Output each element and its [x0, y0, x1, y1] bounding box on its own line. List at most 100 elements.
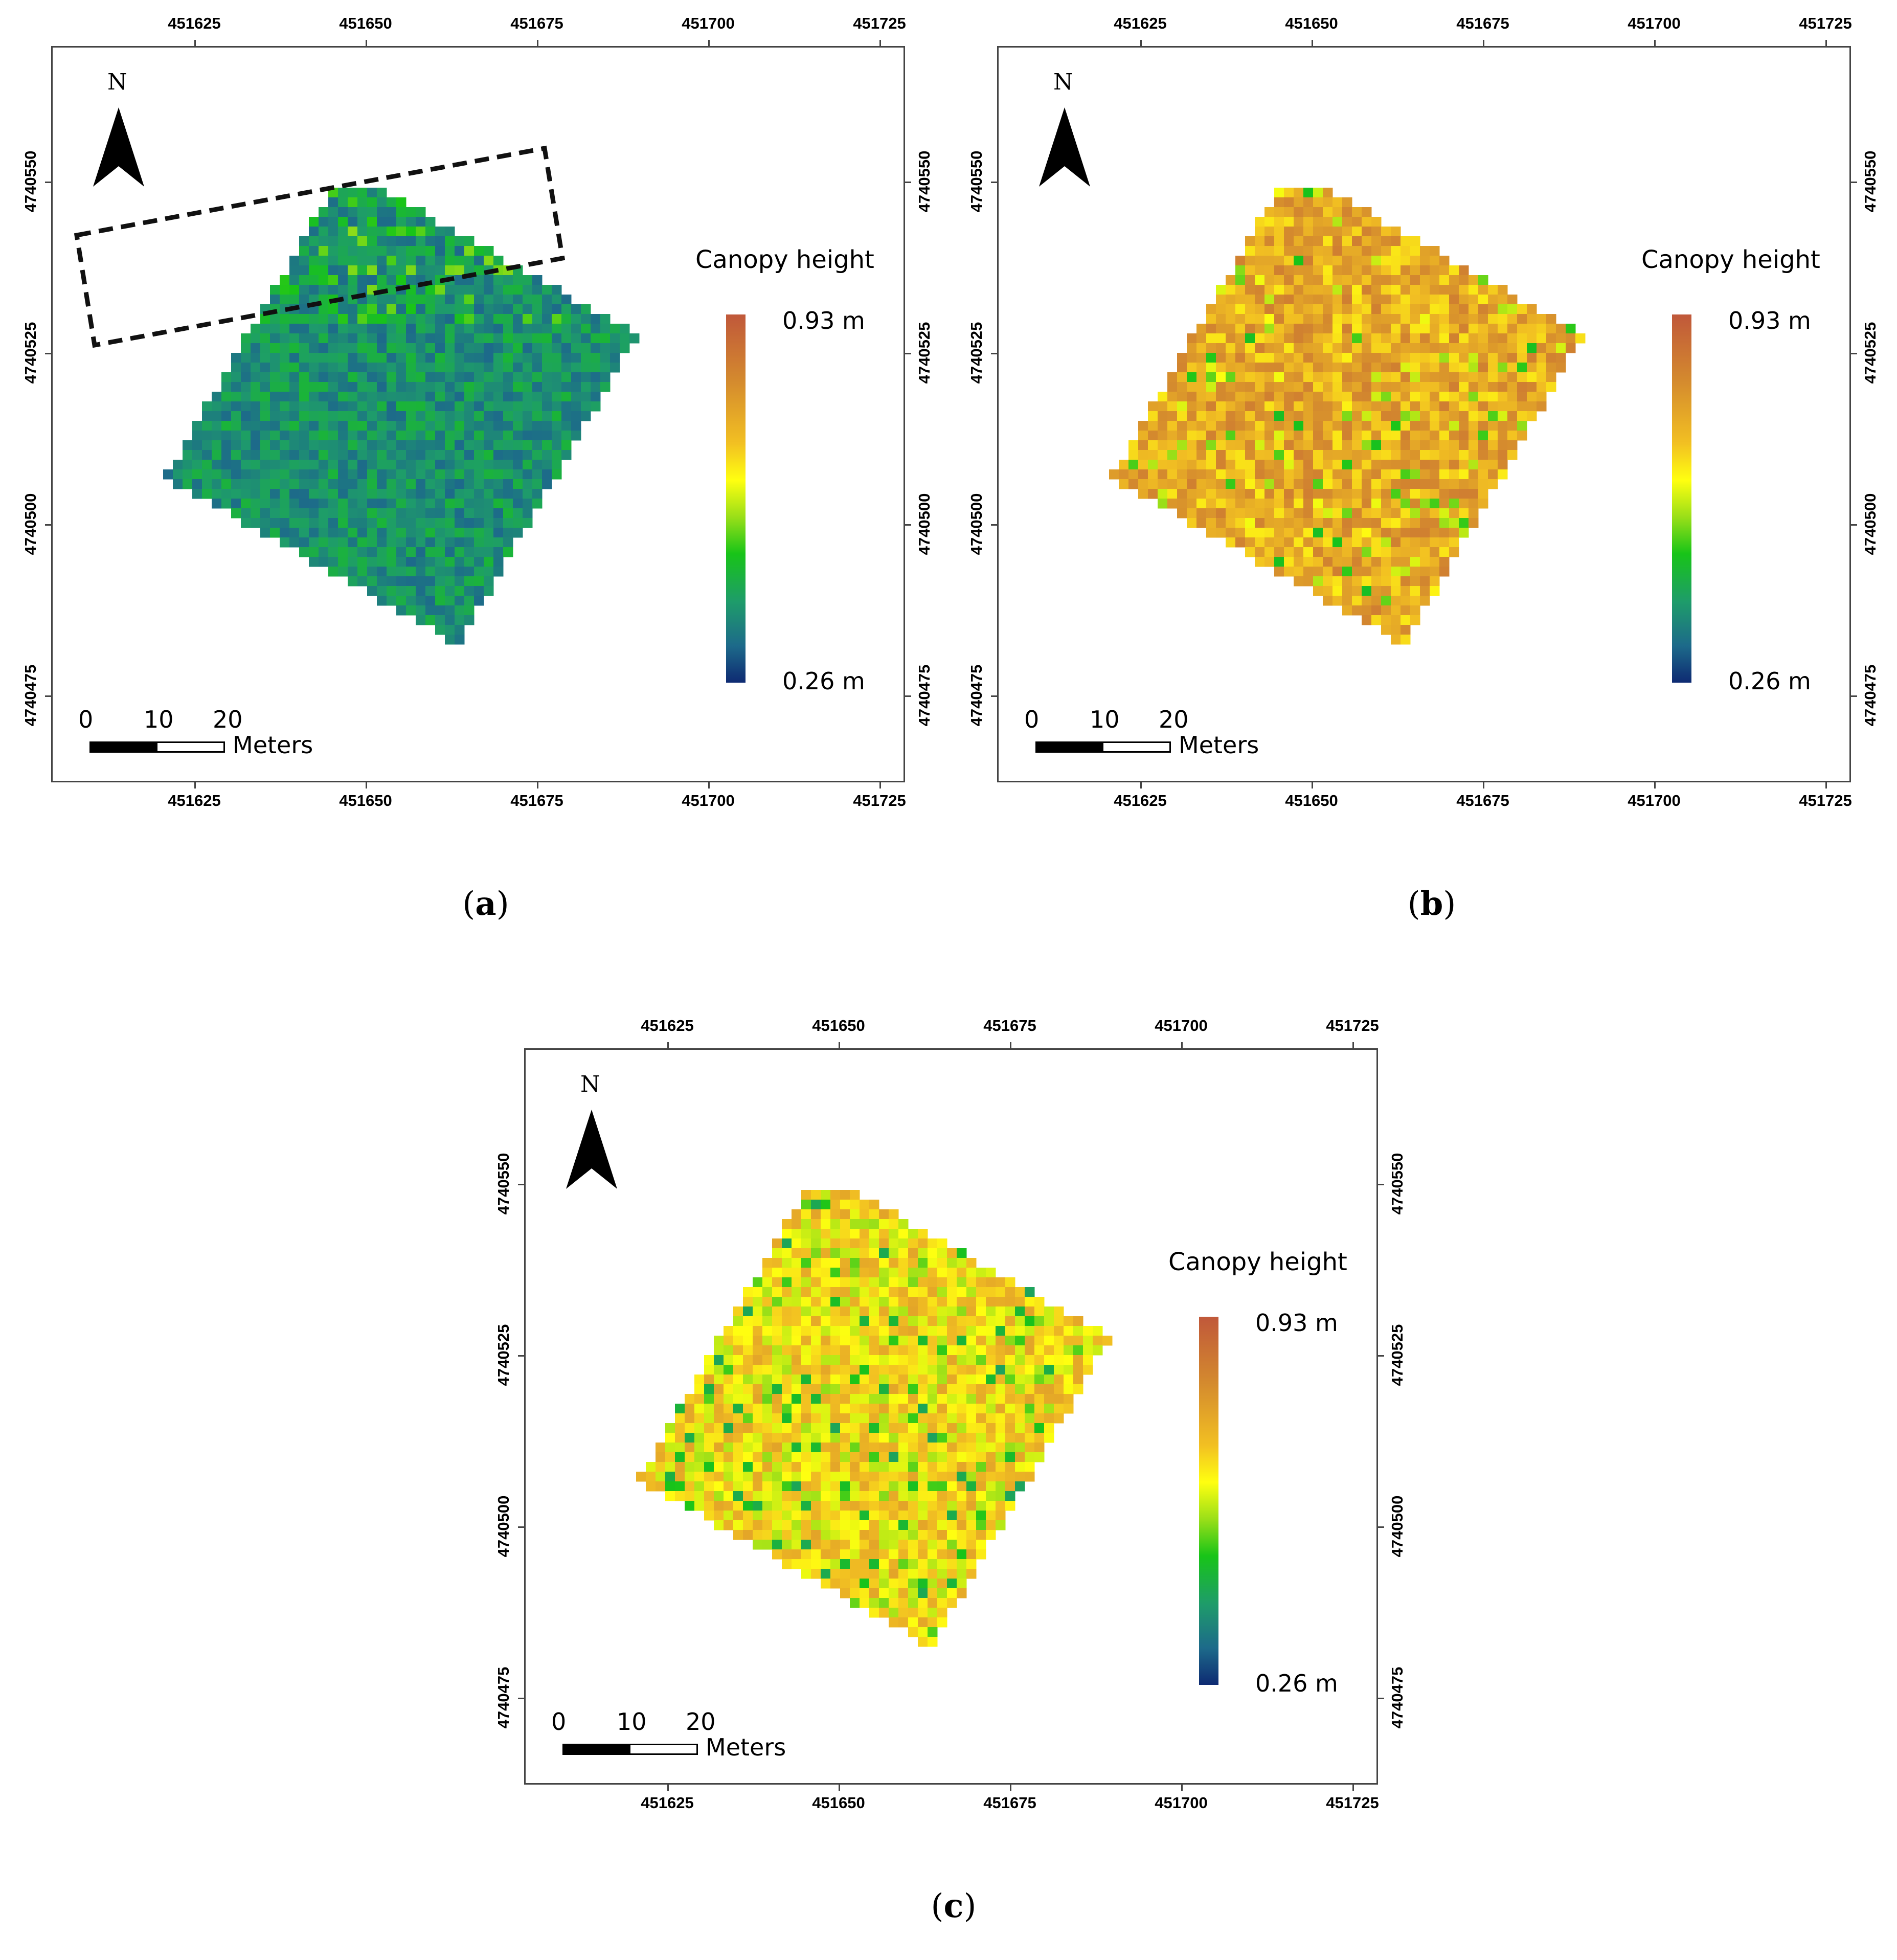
raster-cell [762, 1326, 773, 1336]
raster-cell [289, 411, 300, 421]
raster-cell [918, 1520, 928, 1530]
raster-cell [1255, 333, 1265, 344]
raster-cell [1381, 518, 1391, 528]
raster-cell [811, 1345, 821, 1356]
raster-cell [221, 372, 232, 382]
raster-cell [328, 479, 338, 489]
raster-cell [714, 1394, 724, 1404]
raster-cell [455, 576, 465, 587]
raster-cell [966, 1258, 977, 1268]
raster-cell [280, 314, 290, 324]
raster-cell [1226, 537, 1236, 548]
raster-cell [484, 411, 494, 421]
raster-cell [850, 1588, 860, 1598]
raster-cell [840, 1336, 850, 1346]
raster-cell [1430, 401, 1440, 412]
raster-cell [1381, 596, 1391, 606]
raster-cell [328, 528, 338, 538]
raster-cell [299, 450, 309, 460]
raster-cell [328, 343, 338, 353]
raster-cell [1167, 450, 1178, 460]
raster-cell [996, 1336, 1006, 1346]
raster-cell [1128, 469, 1139, 480]
raster-cell [850, 1229, 860, 1239]
raster-cell [464, 508, 475, 519]
raster-cell [396, 207, 406, 217]
raster-cell [792, 1268, 802, 1278]
raster-cell [1284, 197, 1294, 208]
raster-cell [1488, 353, 1498, 363]
raster-cell [357, 372, 368, 382]
raster-cell [493, 440, 504, 450]
raster-cell [552, 450, 562, 460]
raster-cell [1206, 382, 1216, 392]
raster-cell [406, 479, 416, 489]
raster-cell [1323, 207, 1333, 217]
raster-cell [879, 1238, 889, 1249]
raster-cell [299, 304, 309, 314]
raster-cell [918, 1462, 928, 1472]
raster-cell [1274, 537, 1284, 548]
raster-cell [221, 489, 232, 499]
raster-cell [898, 1559, 909, 1569]
raster-cell [1420, 557, 1430, 567]
raster-cell [1439, 314, 1450, 324]
raster-cell [357, 489, 368, 499]
raster-cell [966, 1511, 977, 1521]
raster-cell [782, 1423, 792, 1433]
raster-cell [1196, 324, 1207, 334]
raster-cell [685, 1481, 695, 1492]
raster-cell [1381, 440, 1391, 450]
raster-cell [976, 1413, 986, 1424]
raster-cell [1459, 499, 1469, 509]
raster-cell [1517, 324, 1527, 334]
raster-cell [396, 295, 406, 305]
raster-cell [704, 1491, 714, 1501]
raster-cell [542, 285, 552, 295]
raster-cell [270, 372, 280, 382]
raster-cell [251, 353, 261, 363]
raster-cell [947, 1491, 957, 1501]
raster-cell [1381, 275, 1391, 285]
raster-cell [1206, 372, 1216, 382]
raster-cell [532, 421, 543, 431]
raster-cell [724, 1404, 734, 1414]
raster-cell [319, 479, 329, 489]
raster-cell [212, 499, 222, 509]
raster-cell [338, 188, 348, 198]
raster-cell [1439, 469, 1450, 480]
raster-cell [1478, 499, 1488, 509]
raster-cell [772, 1549, 782, 1560]
raster-cell [1054, 1404, 1064, 1414]
raster-cell [1410, 256, 1420, 266]
raster-cell [396, 236, 406, 246]
raster-cell [928, 1598, 938, 1608]
raster-cell [1391, 615, 1401, 625]
raster-cell [772, 1355, 782, 1365]
raster-cell [348, 314, 358, 324]
raster-cell [513, 314, 523, 324]
raster-cell [1025, 1345, 1035, 1356]
raster-cell [561, 304, 572, 314]
raster-cell [406, 256, 416, 266]
raster-cell [1235, 479, 1246, 489]
raster-cell [976, 1472, 986, 1482]
x-tick-mark [537, 40, 538, 46]
raster-cell [377, 227, 387, 237]
raster-cell [1255, 421, 1265, 431]
raster-cell [1206, 479, 1216, 489]
raster-cell [1148, 431, 1158, 441]
raster-cell [299, 333, 309, 344]
raster-cell [1430, 586, 1440, 596]
raster-cell [338, 285, 348, 295]
raster-cell [772, 1540, 782, 1550]
raster-cell [270, 518, 280, 528]
raster-cell [289, 401, 300, 412]
raster-cell [1255, 518, 1265, 528]
raster-cell [1323, 333, 1333, 344]
raster-cell [1459, 343, 1469, 353]
raster-cell [1323, 586, 1333, 596]
raster-cell [811, 1413, 821, 1424]
raster-cell [338, 246, 348, 256]
raster-cell [898, 1462, 909, 1472]
